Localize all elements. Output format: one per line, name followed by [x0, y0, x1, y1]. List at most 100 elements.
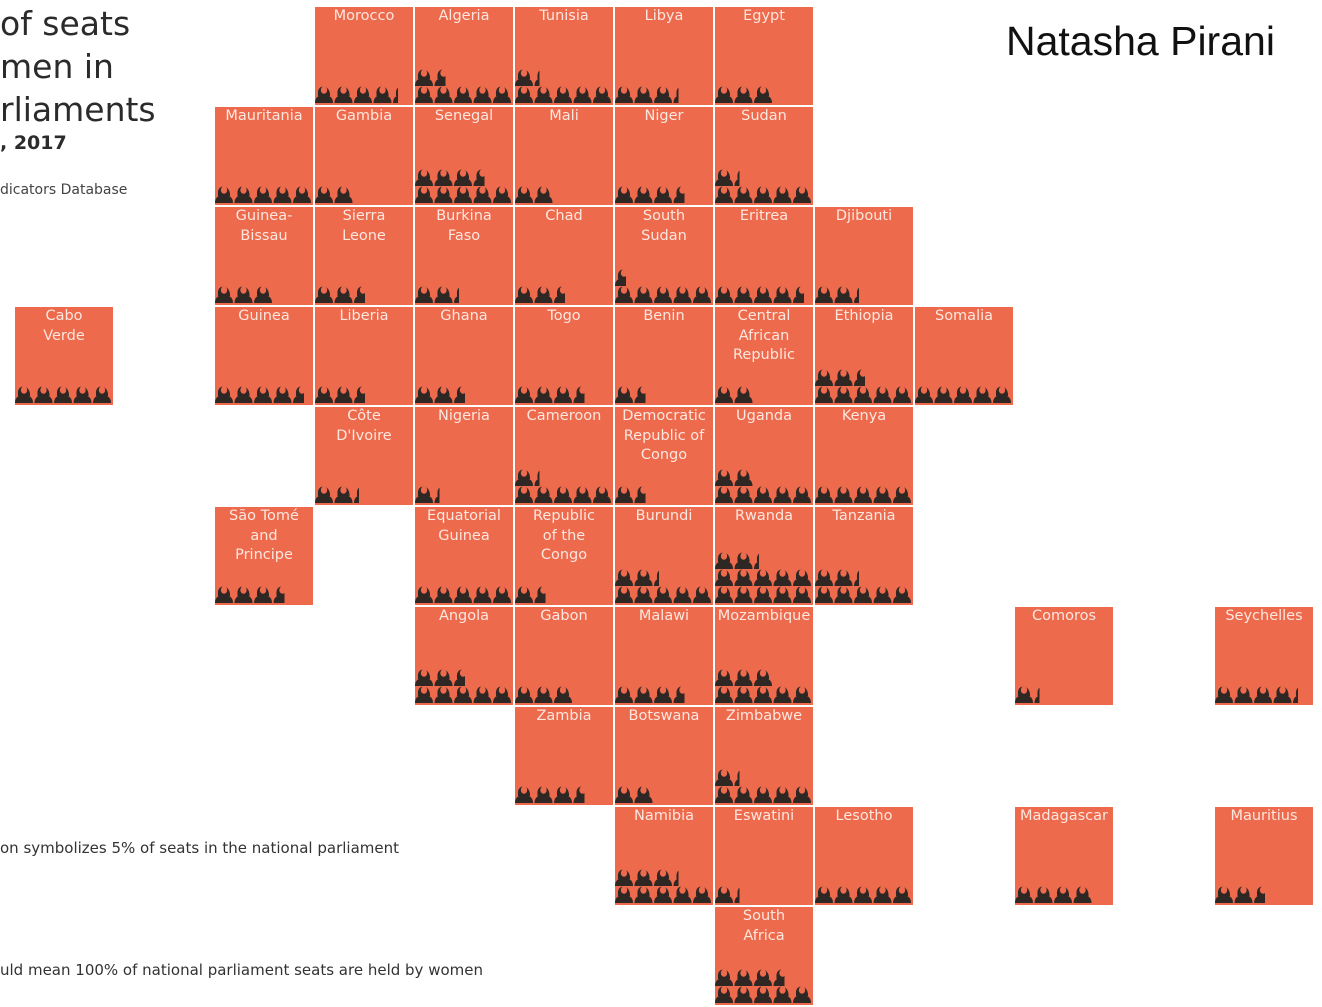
country-name-line: Republic [733, 347, 795, 363]
woman-icon [654, 686, 672, 703]
woman-icon [715, 986, 733, 1003]
woman-icon [1215, 686, 1233, 703]
woman-icon [793, 786, 811, 803]
country-tile: Botswana [615, 707, 713, 805]
woman-icon [573, 786, 585, 803]
country-tile: Somalia [915, 307, 1013, 405]
woman-icon [854, 369, 865, 386]
woman-icon [254, 286, 272, 303]
woman-icon [473, 586, 492, 603]
country-tile: Eritrea [715, 207, 813, 305]
country-tile: Democratic Republic of Congo [615, 407, 713, 505]
country-name-line: Liberia [339, 308, 389, 324]
country-tile: Côte D'Ivoire [315, 407, 413, 505]
woman-icon [715, 286, 733, 303]
woman-icon [254, 586, 272, 603]
country-name: Rwanda [715, 507, 813, 527]
woman-icon [315, 186, 333, 203]
country-name: Ethiopia [815, 307, 913, 327]
woman-icon [693, 886, 711, 903]
woman-icon [715, 186, 733, 203]
country-name: Central African Republic [715, 307, 813, 366]
country-tile: Rwanda [715, 507, 813, 605]
woman-icon [1234, 886, 1253, 903]
pictogram-icons [615, 786, 653, 803]
woman-icon [754, 686, 772, 703]
woman-icon [734, 469, 753, 486]
country-tile: Republic of the Congo [515, 507, 613, 605]
woman-icon [434, 586, 453, 603]
woman-icon [234, 386, 253, 403]
country-name-line: Tunisia [539, 8, 589, 24]
country-name: Comoros [1015, 607, 1113, 627]
pictogram-icons [315, 186, 353, 203]
woman-icon [654, 869, 672, 886]
woman-icon [893, 886, 911, 903]
woman-icon [615, 869, 633, 886]
pictogram-icons [315, 286, 365, 303]
pictogram-icons [215, 186, 311, 203]
country-name: Tunisia [515, 7, 613, 27]
woman-icon [734, 552, 753, 569]
country-tile: Madagascar [1015, 807, 1113, 905]
woman-icon [515, 486, 533, 503]
country-tile: South Sudan [615, 207, 713, 305]
title-line: men in [0, 47, 114, 86]
woman-icon [673, 886, 692, 903]
woman-icon [534, 86, 553, 103]
woman-icon [615, 186, 633, 203]
woman-icon [1254, 686, 1272, 703]
woman-icon [34, 386, 53, 403]
woman-icon [515, 186, 533, 203]
woman-icon [615, 386, 633, 403]
woman-icon [754, 786, 772, 803]
woman-icon [734, 969, 753, 986]
woman-icon [554, 686, 572, 703]
country-tile: Chad [515, 207, 613, 305]
country-tile: Niger [615, 107, 713, 205]
woman-icon [734, 887, 740, 903]
country-name-line: Egypt [743, 8, 785, 24]
country-tile: Central African Republic [715, 307, 813, 405]
woman-icon [734, 86, 753, 103]
country-name-line: Algeria [438, 8, 490, 24]
woman-icon [634, 569, 653, 586]
country-name-line: Namibia [633, 808, 694, 824]
woman-icon [573, 386, 585, 403]
woman-icon [854, 486, 872, 503]
country-name-line: São Tomé [229, 508, 299, 524]
woman-icon [893, 386, 911, 403]
woman-icon [434, 169, 453, 186]
woman-icon [1293, 687, 1298, 703]
legend-icon-note: on symbolizes 5% of seats in the nationa… [0, 839, 399, 857]
country-name-line: Zimbabwe [725, 708, 803, 724]
woman-icon [854, 886, 872, 903]
woman-icon [773, 186, 792, 203]
country-name: Senegal [415, 107, 513, 127]
pictogram-icons [615, 269, 711, 303]
pictogram-icons [1015, 686, 1040, 703]
country-name-line: Congo [640, 447, 688, 463]
woman-icon [793, 686, 811, 703]
woman-icon [534, 386, 553, 403]
woman-icon [634, 186, 653, 203]
woman-icon [673, 870, 679, 886]
country-name-line: Congo [540, 547, 588, 563]
country-name-line: Somalia [934, 308, 994, 324]
country-name: Kenya [815, 407, 913, 427]
woman-icon [634, 586, 653, 603]
woman-icon [354, 487, 359, 503]
woman-icon [834, 369, 853, 386]
woman-icon [534, 686, 553, 703]
woman-icon [654, 186, 672, 203]
country-name: South Africa [715, 907, 813, 946]
woman-icon [334, 186, 353, 203]
woman-icon [715, 86, 733, 103]
country-name-line: Guinea [238, 308, 290, 324]
pictogram-icons [715, 286, 804, 303]
country-tile: Senegal [415, 107, 513, 205]
country-tile: Liberia [315, 307, 413, 405]
woman-icon [873, 886, 892, 903]
country-tile: Togo [515, 307, 613, 405]
woman-icon [693, 586, 711, 603]
